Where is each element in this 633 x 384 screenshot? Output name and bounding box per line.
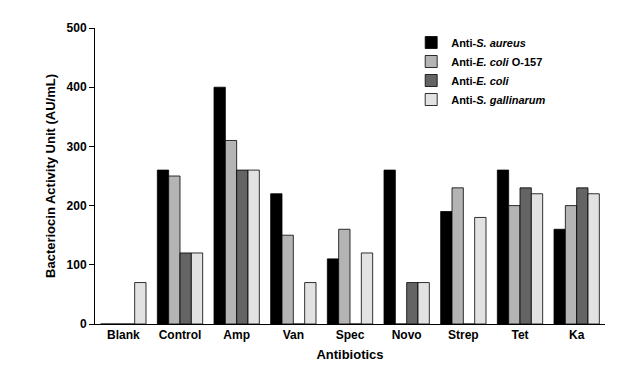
svg-text:Anti-S. gallinarum: Anti-S. gallinarum <box>451 94 545 106</box>
svg-text:Anti-E. coli O-157: Anti-E. coli O-157 <box>451 56 542 68</box>
svg-text:Van: Van <box>283 328 304 342</box>
svg-text:Blank: Blank <box>107 328 140 342</box>
svg-text:0: 0 <box>80 317 87 331</box>
svg-text:400: 400 <box>67 80 87 94</box>
svg-text:Antibiotics: Antibiotics <box>316 347 383 362</box>
svg-text:Strep: Strep <box>448 328 479 342</box>
svg-text:Ka: Ka <box>569 328 585 342</box>
svg-text:100: 100 <box>67 258 87 272</box>
svg-text:300: 300 <box>67 140 87 154</box>
svg-text:Control: Control <box>159 328 202 342</box>
svg-text:Novo: Novo <box>392 328 422 342</box>
svg-text:Tet: Tet <box>511 328 528 342</box>
svg-text:Anti-E. coli: Anti-E. coli <box>451 75 509 87</box>
svg-text:Anti-S. aureus: Anti-S. aureus <box>451 37 526 49</box>
svg-text:Amp: Amp <box>223 328 250 342</box>
svg-text:200: 200 <box>67 199 87 213</box>
svg-text:500: 500 <box>67 21 87 35</box>
svg-text:Bacteriocin Activity Unit (AU/: Bacteriocin Activity Unit (AU/mL) <box>43 74 58 278</box>
svg-text:Spec: Spec <box>336 328 365 342</box>
